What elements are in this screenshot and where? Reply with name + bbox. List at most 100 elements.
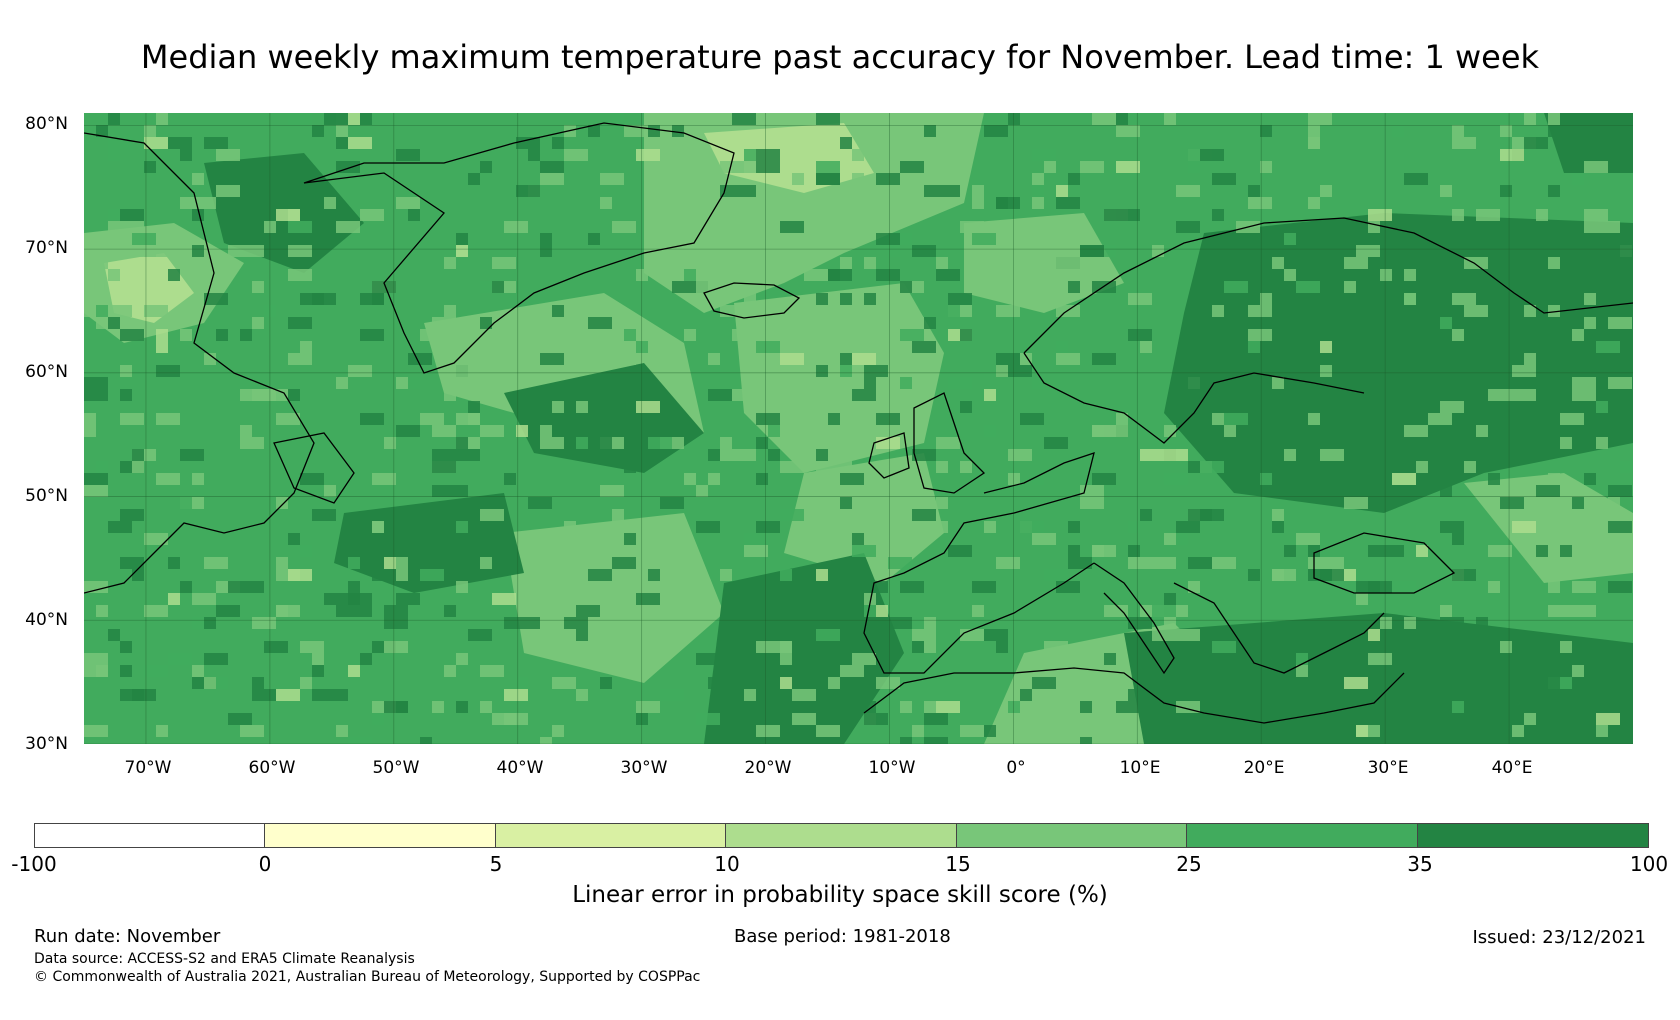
grid-cell (180, 497, 192, 509)
grid-cell (1092, 473, 1116, 485)
grid-cell (540, 353, 564, 365)
grid-cell (180, 329, 192, 341)
grid-cell (1452, 701, 1464, 713)
grid-cell (780, 581, 792, 593)
grid-cell (1584, 641, 1596, 653)
colorbar-tick: 35 (1407, 852, 1433, 876)
grid-cell (1548, 305, 1560, 317)
skill-map (84, 113, 1633, 744)
grid-cell (372, 281, 396, 293)
grid-cell (156, 725, 168, 737)
grid-cell (1380, 269, 1392, 281)
grid-cell (456, 233, 468, 245)
grid-cell (1500, 125, 1512, 137)
grid-cell (1584, 161, 1608, 173)
grid-cell (996, 641, 1008, 653)
grid-cell (660, 533, 684, 545)
grid-cell (816, 569, 828, 581)
grid-cell (480, 161, 492, 173)
grid-cell (624, 665, 648, 677)
grid-cell (1440, 317, 1452, 329)
grid-cell (1200, 461, 1224, 473)
grid-cell (108, 317, 120, 329)
colorbar-tick: 0 (258, 852, 272, 876)
grid-cell (1212, 305, 1224, 317)
coast-great-britain (913, 392, 986, 494)
grid-cell (984, 725, 996, 737)
grid-cell (1560, 413, 1584, 425)
grid-cell (324, 113, 348, 125)
grid-cell (816, 161, 840, 173)
grid-cell (1260, 473, 1272, 485)
grid-cell (1464, 461, 1476, 473)
grid-cell (276, 497, 288, 509)
grid-cell (252, 581, 264, 593)
grid-cell (324, 197, 336, 209)
grid-cell (120, 329, 144, 341)
grid-cell (132, 689, 156, 701)
grid-cell (708, 269, 732, 281)
grid-cell (780, 653, 792, 665)
grid-cell (84, 377, 108, 389)
grid-cell (420, 569, 444, 581)
grid-cell (1008, 113, 1020, 125)
grid-cell (444, 485, 468, 497)
coast-newfoundland (273, 432, 355, 504)
grid-cell (912, 341, 936, 353)
grid-cell (180, 149, 192, 161)
grid-cell (756, 437, 768, 449)
grid-cell (852, 545, 876, 557)
grid-cell (1548, 581, 1560, 593)
grid-cell (204, 557, 228, 569)
grid-cell (1488, 581, 1500, 593)
grid-cell (1356, 593, 1368, 605)
grid-cell (216, 149, 240, 161)
grid-cell (960, 629, 984, 641)
grid-cell (876, 173, 900, 185)
grid-cell (204, 293, 228, 305)
grid-cell (1320, 569, 1344, 581)
grid-cell (780, 629, 804, 641)
grid-cell (960, 461, 972, 473)
grid-cell (456, 437, 468, 449)
grid-cell (924, 701, 936, 713)
grid-cell (984, 125, 1008, 137)
grid-cell (144, 125, 156, 137)
grid-cell (756, 641, 768, 653)
grid-cell (1248, 329, 1272, 341)
grid-cell (936, 437, 960, 449)
grid-cell (516, 185, 540, 197)
grid-cell (744, 293, 756, 305)
colorbar-bin (1187, 824, 1418, 847)
grid-cell (504, 221, 528, 233)
grid-cell (876, 269, 900, 281)
grid-cell (1572, 305, 1584, 317)
grid-cell (288, 533, 300, 545)
grid-cell (936, 257, 948, 269)
grid-cell (864, 293, 876, 305)
grid-cell (1572, 269, 1596, 281)
grid-cell (876, 377, 900, 389)
grid-cell (864, 257, 876, 269)
grid-cell (1164, 593, 1176, 605)
coast-balkans (1173, 582, 1385, 674)
grid-cell (972, 581, 996, 593)
grid-cell (228, 245, 252, 257)
grid-cell (1584, 293, 1596, 305)
grid-cell (588, 317, 612, 329)
grid-cell (1428, 629, 1440, 641)
grid-cell (1128, 293, 1152, 305)
grid-cell (84, 653, 108, 665)
grid-cell (600, 197, 612, 209)
grid-cell (1500, 185, 1512, 197)
region-russia (1164, 213, 1633, 513)
grid-cell (1044, 437, 1068, 449)
grid-cell (432, 449, 456, 461)
grid-cell (1092, 161, 1104, 173)
grid-cell (132, 449, 144, 461)
grid-cell (1464, 305, 1488, 317)
grid-cell (600, 173, 624, 185)
grid-cell (1212, 173, 1236, 185)
grid-cell (672, 125, 684, 137)
grid-cell (276, 557, 288, 569)
